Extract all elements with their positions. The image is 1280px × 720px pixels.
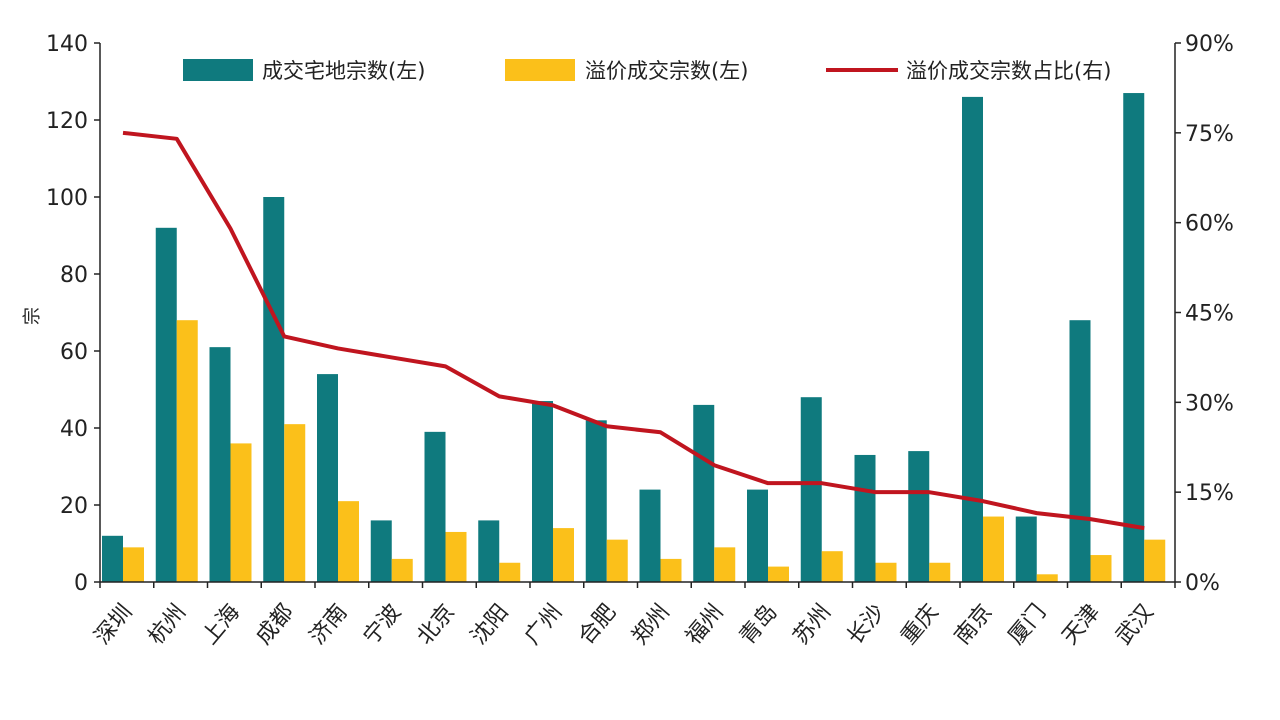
- y-tick-label: 20: [60, 494, 88, 519]
- y-tick-label: 120: [46, 109, 88, 134]
- bar-premium-20: [1144, 539, 1166, 582]
- bar-premium-14: [821, 551, 843, 582]
- bar-deals-5: [317, 374, 338, 582]
- category-label: 杭州: [144, 600, 191, 650]
- axes-layer: 0 20 40 60 80 100 120 140 0% 15% 30% 45% 60% 75% 90% 深圳…: [22, 32, 1234, 650]
- y-tick-label: 140: [46, 32, 88, 57]
- legend-swatch-deals: [183, 59, 253, 81]
- bar-deals-1: [102, 535, 123, 582]
- bar-premium-6: [391, 558, 413, 582]
- category-label: 深圳: [90, 600, 137, 650]
- y2-tick-label: 30%: [1185, 391, 1234, 416]
- category-label: 上海: [198, 600, 245, 650]
- bar-deals-14: [800, 397, 822, 582]
- bar-deals-17: [962, 96, 983, 583]
- bar-premium-18: [1036, 574, 1058, 582]
- y2-tick-label: 75%: [1185, 122, 1234, 147]
- category-label: 长沙: [843, 600, 890, 650]
- legend-label-premium: 溢价成交宗数(左): [585, 59, 748, 83]
- legend: 成交宅地宗数(左) 溢价成交宗数(左) 溢价成交宗数占比(右): [183, 59, 1111, 83]
- category-label: 广州: [520, 600, 567, 650]
- bar-deals-10: [585, 420, 607, 582]
- category-label: 合肥: [574, 600, 621, 650]
- bar-deals-9: [532, 401, 553, 582]
- bar-premium-7: [445, 531, 467, 582]
- line-layer: [122, 130, 1145, 531]
- bar-deals-16: [908, 451, 930, 582]
- category-label: 成都: [251, 600, 298, 650]
- bar-premium-10: [606, 539, 628, 582]
- legend-label-ratio: 溢价成交宗数占比(右): [906, 59, 1111, 83]
- y-tick-label: 80: [60, 263, 88, 288]
- bar-premium-15: [875, 562, 897, 582]
- bar-premium-9: [553, 528, 574, 582]
- category-label: 重庆: [896, 600, 943, 650]
- bar-deals-18: [1015, 516, 1037, 582]
- bar-deals-15: [854, 454, 876, 582]
- category-label: 南京: [950, 600, 997, 650]
- line-premium-ratio: [122, 130, 1145, 531]
- bar-premium-2: [176, 320, 198, 582]
- y-tick-label: 40: [60, 417, 88, 442]
- category-label: 天津: [1058, 600, 1105, 650]
- category-label: 郑州: [628, 600, 675, 650]
- category-label: 北京: [413, 600, 460, 650]
- bar-deals-20: [1123, 93, 1145, 583]
- y2-tick-label: 90%: [1185, 32, 1234, 57]
- y2-tick-label: 60%: [1185, 212, 1234, 237]
- bar-premium-16: [929, 562, 951, 582]
- category-label: 沈阳: [466, 600, 513, 650]
- bar-premium-5: [338, 501, 359, 582]
- category-label: 宁波: [359, 600, 406, 650]
- bar-deals-4: [263, 197, 285, 582]
- bar-deals-8: [478, 520, 500, 582]
- bar-premium-4: [284, 424, 306, 582]
- bar-deals-19: [1069, 320, 1091, 582]
- bar-deals-6: [370, 520, 392, 582]
- y-axis-label: 宗: [22, 307, 43, 325]
- category-label: 青岛: [735, 600, 782, 650]
- y2-tick-label: 45%: [1185, 302, 1234, 327]
- bar-premium-3: [230, 443, 252, 582]
- bar-premium-19: [1090, 555, 1112, 582]
- category-label: 苏州: [789, 600, 836, 650]
- bar-deals-2: [155, 227, 177, 583]
- bar-deals-12: [693, 404, 715, 582]
- category-label: 厦门: [1004, 600, 1051, 650]
- bars-layer: [102, 93, 1166, 583]
- bar-premium-13: [768, 566, 789, 582]
- y2-tick-label: 0%: [1185, 571, 1220, 596]
- y-tick-label: 60: [60, 340, 88, 365]
- legend-label-deals: 成交宅地宗数(左): [262, 59, 425, 83]
- bar-deals-7: [424, 431, 446, 582]
- bar-premium-17: [983, 516, 1004, 582]
- category-label: 济南: [305, 600, 352, 650]
- bar-premium-12: [714, 547, 736, 582]
- legend-swatch-premium: [505, 59, 575, 81]
- bar-premium-1: [123, 547, 144, 582]
- bar-premium-8: [499, 562, 521, 582]
- category-label: 武汉: [1111, 600, 1158, 650]
- bar-premium-11: [660, 558, 682, 582]
- y-tick-label: 100: [46, 186, 88, 211]
- category-label: 福州: [681, 600, 728, 650]
- bar-deals-13: [747, 489, 768, 582]
- bar-deals-11: [639, 489, 661, 582]
- bar-deals-3: [209, 347, 231, 582]
- y-tick-label: 0: [74, 571, 88, 596]
- y2-tick-label: 15%: [1185, 481, 1234, 506]
